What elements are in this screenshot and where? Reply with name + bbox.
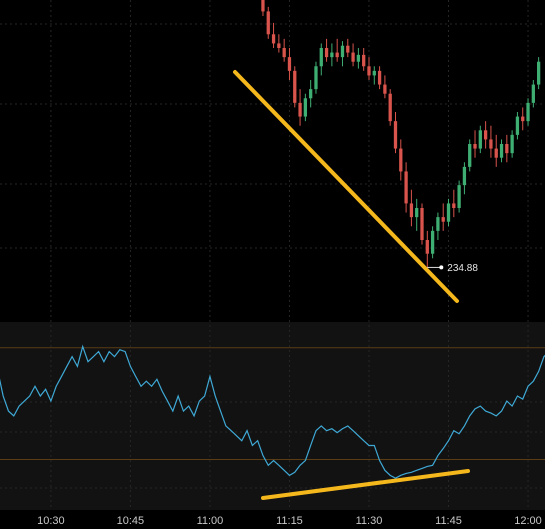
price-dot <box>439 265 444 270</box>
x-tick-label: 10:45 <box>117 515 145 527</box>
candle-body <box>324 48 329 58</box>
rsi-line <box>0 344 545 479</box>
candle-body <box>266 11 270 35</box>
x-tick-label: 11:45 <box>435 515 462 527</box>
candle-body <box>309 89 313 99</box>
candle-body <box>452 203 456 208</box>
candle-body <box>383 84 387 94</box>
candle-body <box>415 208 419 218</box>
v-grid-group <box>50 0 529 510</box>
candle-body <box>457 185 461 208</box>
candle-body <box>515 116 520 135</box>
candle-body <box>303 98 308 117</box>
rsi-pane <box>0 344 545 479</box>
candle-body <box>473 144 477 149</box>
candle-body <box>468 144 472 167</box>
candle-body <box>287 57 292 71</box>
candle-body <box>351 52 355 62</box>
candle-body <box>340 45 345 58</box>
candle-body <box>425 240 429 254</box>
x-tick-label: 11:30 <box>356 515 383 527</box>
candle-body <box>282 48 286 58</box>
candle-body <box>436 217 440 231</box>
candle-body <box>362 54 366 67</box>
candle-body <box>409 203 414 218</box>
candle-body <box>526 102 530 122</box>
candle-body <box>462 166 467 186</box>
candle-body <box>277 43 281 48</box>
price-label: 234.88 <box>447 263 478 274</box>
candle-body <box>483 130 488 140</box>
candle-body <box>293 70 297 103</box>
candle-body <box>494 148 498 158</box>
candle-body <box>261 0 265 12</box>
candle-body <box>536 61 541 85</box>
candle-body <box>420 208 424 240</box>
candle-body <box>372 70 376 76</box>
candle-body <box>510 134 514 154</box>
candle-body <box>478 130 482 149</box>
candle-body <box>319 48 323 67</box>
candle-body <box>367 66 371 76</box>
candle-body <box>298 102 302 117</box>
candle-body <box>430 230 435 254</box>
candle-body <box>377 70 382 85</box>
candle-body <box>314 66 318 90</box>
candle-body <box>489 139 493 149</box>
candle-body <box>271 34 276 44</box>
candle-body <box>356 54 361 62</box>
candle-body <box>505 144 509 154</box>
candle-body <box>346 45 350 53</box>
trend-line <box>261 469 470 500</box>
x-tick-label: 12:00 <box>514 515 542 527</box>
x-axis: 10:30 10:45 11:00 11:15 11:30 11:45 12:00 <box>37 515 542 527</box>
x-tick-label: 11:15 <box>276 515 303 527</box>
candle-body <box>521 116 525 122</box>
candle-body <box>446 203 451 222</box>
candle-body <box>393 121 398 149</box>
candle-body <box>404 171 408 204</box>
candle-body <box>499 144 504 158</box>
x-tick-label: 10:30 <box>37 515 65 527</box>
candle-body <box>330 52 334 58</box>
candle-body <box>335 52 339 58</box>
candle-body <box>531 84 535 103</box>
trend-line <box>233 70 459 303</box>
candle-body <box>441 217 445 222</box>
indicator-pane <box>0 322 545 510</box>
price-pane <box>261 0 541 268</box>
candle-body <box>399 148 403 172</box>
x-tick-label: 11:00 <box>197 515 224 527</box>
candle-body <box>388 93 392 122</box>
